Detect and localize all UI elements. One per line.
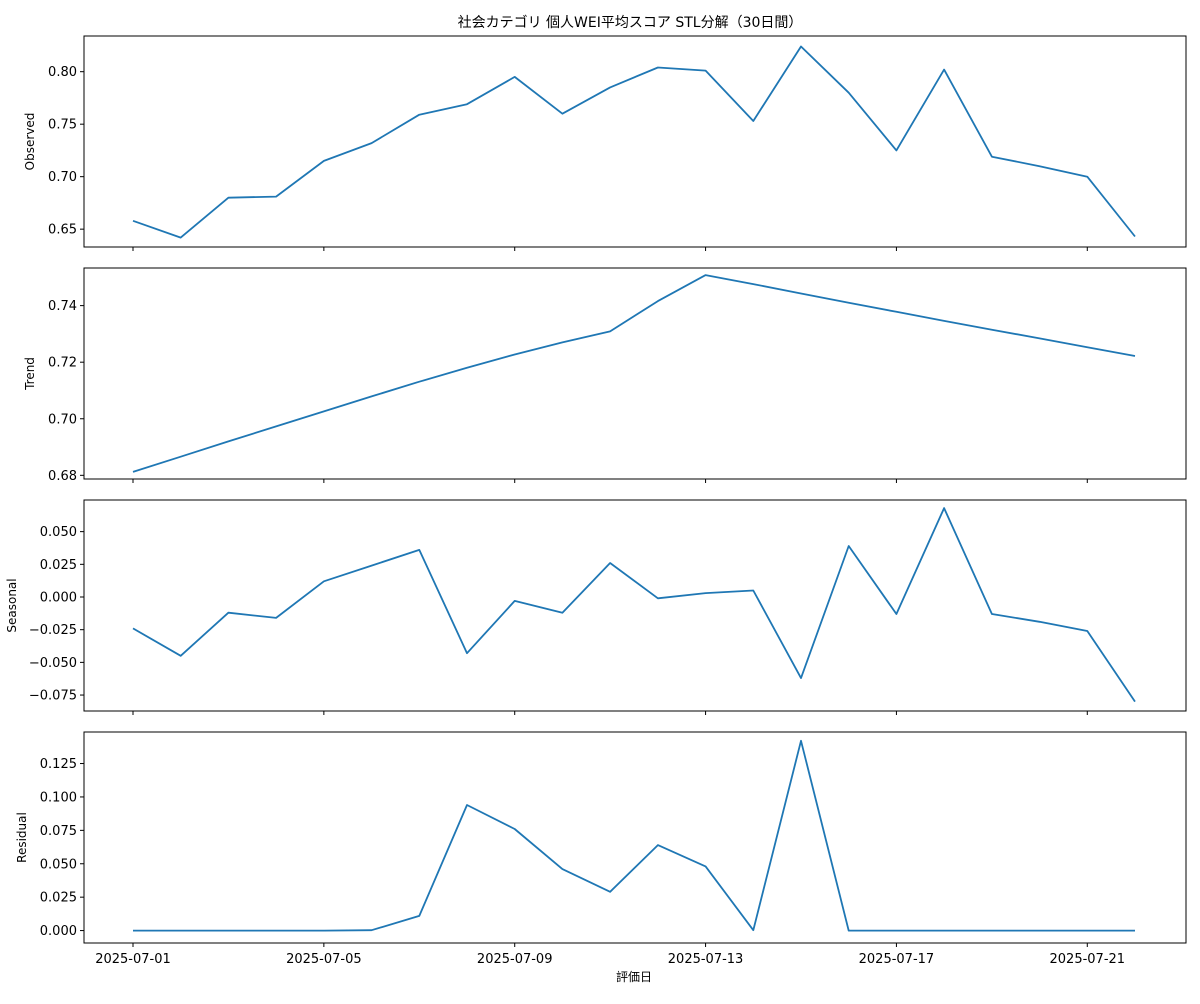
x-tick-label-4: 2025-07-17 — [859, 952, 935, 967]
observed-ytick-label-2: 0.75 — [48, 118, 77, 133]
seasonal-ytick-label-1: −0.050 — [29, 656, 77, 671]
x-tick-label-1: 2025-07-05 — [286, 952, 362, 967]
observed-ytick-label-0: 0.65 — [48, 223, 77, 238]
seasonal-series-line — [132, 507, 1136, 703]
residual-ytick-label-3: 0.075 — [40, 824, 77, 839]
observed-ytick-label-1: 0.70 — [48, 170, 77, 185]
trend-ytick-label-0: 0.68 — [48, 469, 77, 484]
seasonal-ytick-label-3: 0.000 — [40, 591, 77, 606]
trend-y-axis-label: Trend — [23, 357, 37, 391]
seasonal-axes-frame — [83, 499, 1187, 712]
observed-axes-frame — [83, 35, 1187, 248]
x-axis-label: 評価日 — [616, 969, 652, 984]
x-tick-label-3: 2025-07-13 — [668, 952, 744, 967]
observed-ytick-label-3: 0.80 — [48, 65, 77, 80]
trend-ytick-label-2: 0.72 — [48, 356, 77, 371]
residual-ytick-label-1: 0.025 — [40, 891, 77, 906]
trend-ytick-label-3: 0.74 — [48, 299, 77, 314]
seasonal-ytick-label-2: −0.025 — [29, 623, 77, 638]
seasonal-y-axis-label: Seasonal — [5, 578, 19, 632]
seasonal-ytick-label-0: −0.075 — [29, 689, 77, 704]
seasonal-ytick-label-4: 0.025 — [40, 558, 77, 573]
x-tick-label-2: 2025-07-09 — [477, 952, 553, 967]
trend-ytick-label-1: 0.70 — [48, 412, 77, 427]
residual-axes-frame — [83, 731, 1187, 944]
observed-y-axis-label: Observed — [23, 113, 37, 171]
trend-axes-frame — [83, 267, 1187, 480]
residual-ytick-label-4: 0.100 — [40, 790, 77, 805]
observed-series-line — [132, 45, 1136, 239]
residual-ytick-label-5: 0.125 — [40, 757, 77, 772]
residual-ytick-label-2: 0.050 — [40, 857, 77, 872]
x-tick-label-0: 2025-07-01 — [95, 952, 171, 967]
residual-ytick-label-0: 0.000 — [40, 924, 77, 939]
residual-series-line — [133, 739, 1135, 932]
chart-title: 社会カテゴリ 個人WEI平均スコア STL分解（30日間） — [458, 14, 803, 31]
x-tick-label-5: 2025-07-21 — [1050, 952, 1126, 967]
trend-series-line — [132, 274, 1136, 473]
seasonal-ytick-label-5: 0.050 — [40, 525, 77, 540]
residual-y-axis-label: Residual — [15, 812, 29, 863]
